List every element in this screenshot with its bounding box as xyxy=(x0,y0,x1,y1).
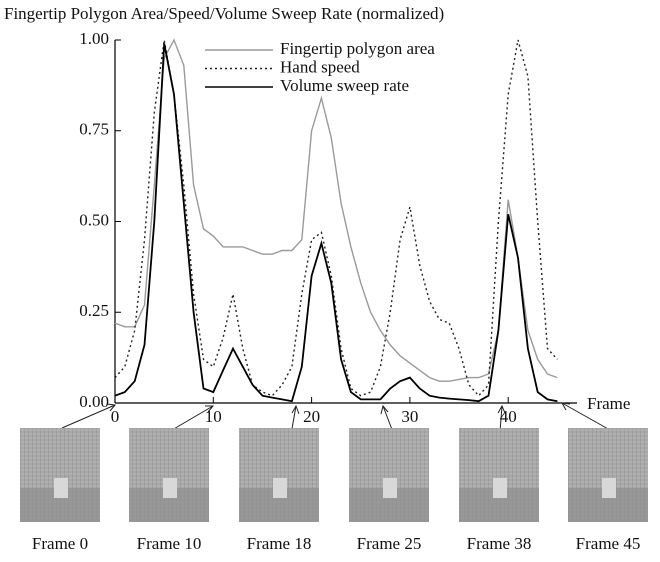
x-tick-label: 30 xyxy=(401,407,418,426)
thumbnail-label: Frame 18 xyxy=(247,534,312,553)
thumbnails: Frame 0 Frame 10 Frame 18 Frame 25 Frame 38 F… xyxy=(20,402,648,553)
x-tick-label: 0 xyxy=(111,407,120,426)
x-tick-label: 40 xyxy=(500,407,517,426)
y-tick-label: 1.00 xyxy=(79,29,109,48)
x-tick-label: 10 xyxy=(205,407,222,426)
arrows xyxy=(61,402,611,441)
x-axis-label: Frame xyxy=(587,394,630,413)
legend-label: Fingertip polygon area xyxy=(280,39,435,58)
chart-title: Fingertip Polygon Area/Speed/Volume Swee… xyxy=(4,4,444,23)
thumbnail-label: Frame 0 xyxy=(32,534,88,553)
thumbnail-object xyxy=(383,478,397,498)
thumbnail-object xyxy=(273,478,287,498)
legend-label: Hand speed xyxy=(280,57,360,76)
thumbnail-object xyxy=(602,478,616,498)
legend-label: Volume sweep rate xyxy=(280,76,409,95)
thumbnail-label: Frame 10 xyxy=(137,534,202,553)
thumbnail-label: Frame 38 xyxy=(467,534,532,553)
thumbnail-object xyxy=(163,478,177,498)
y-tick-label: 0.75 xyxy=(79,120,109,139)
series-line xyxy=(114,39,558,397)
thumbnail-object xyxy=(493,478,507,498)
series-line xyxy=(114,43,558,403)
y-tick-label: 0.25 xyxy=(79,301,109,320)
y-tick-label: 0.00 xyxy=(79,392,109,411)
series-line xyxy=(114,38,558,382)
thumbnail-label: Frame 25 xyxy=(357,534,422,553)
x-tick-label: 20 xyxy=(303,407,320,426)
thumbnail-label: Frame 45 xyxy=(576,534,641,553)
thumbnail-object xyxy=(54,478,68,498)
y-tick-label: 0.50 xyxy=(79,210,109,229)
